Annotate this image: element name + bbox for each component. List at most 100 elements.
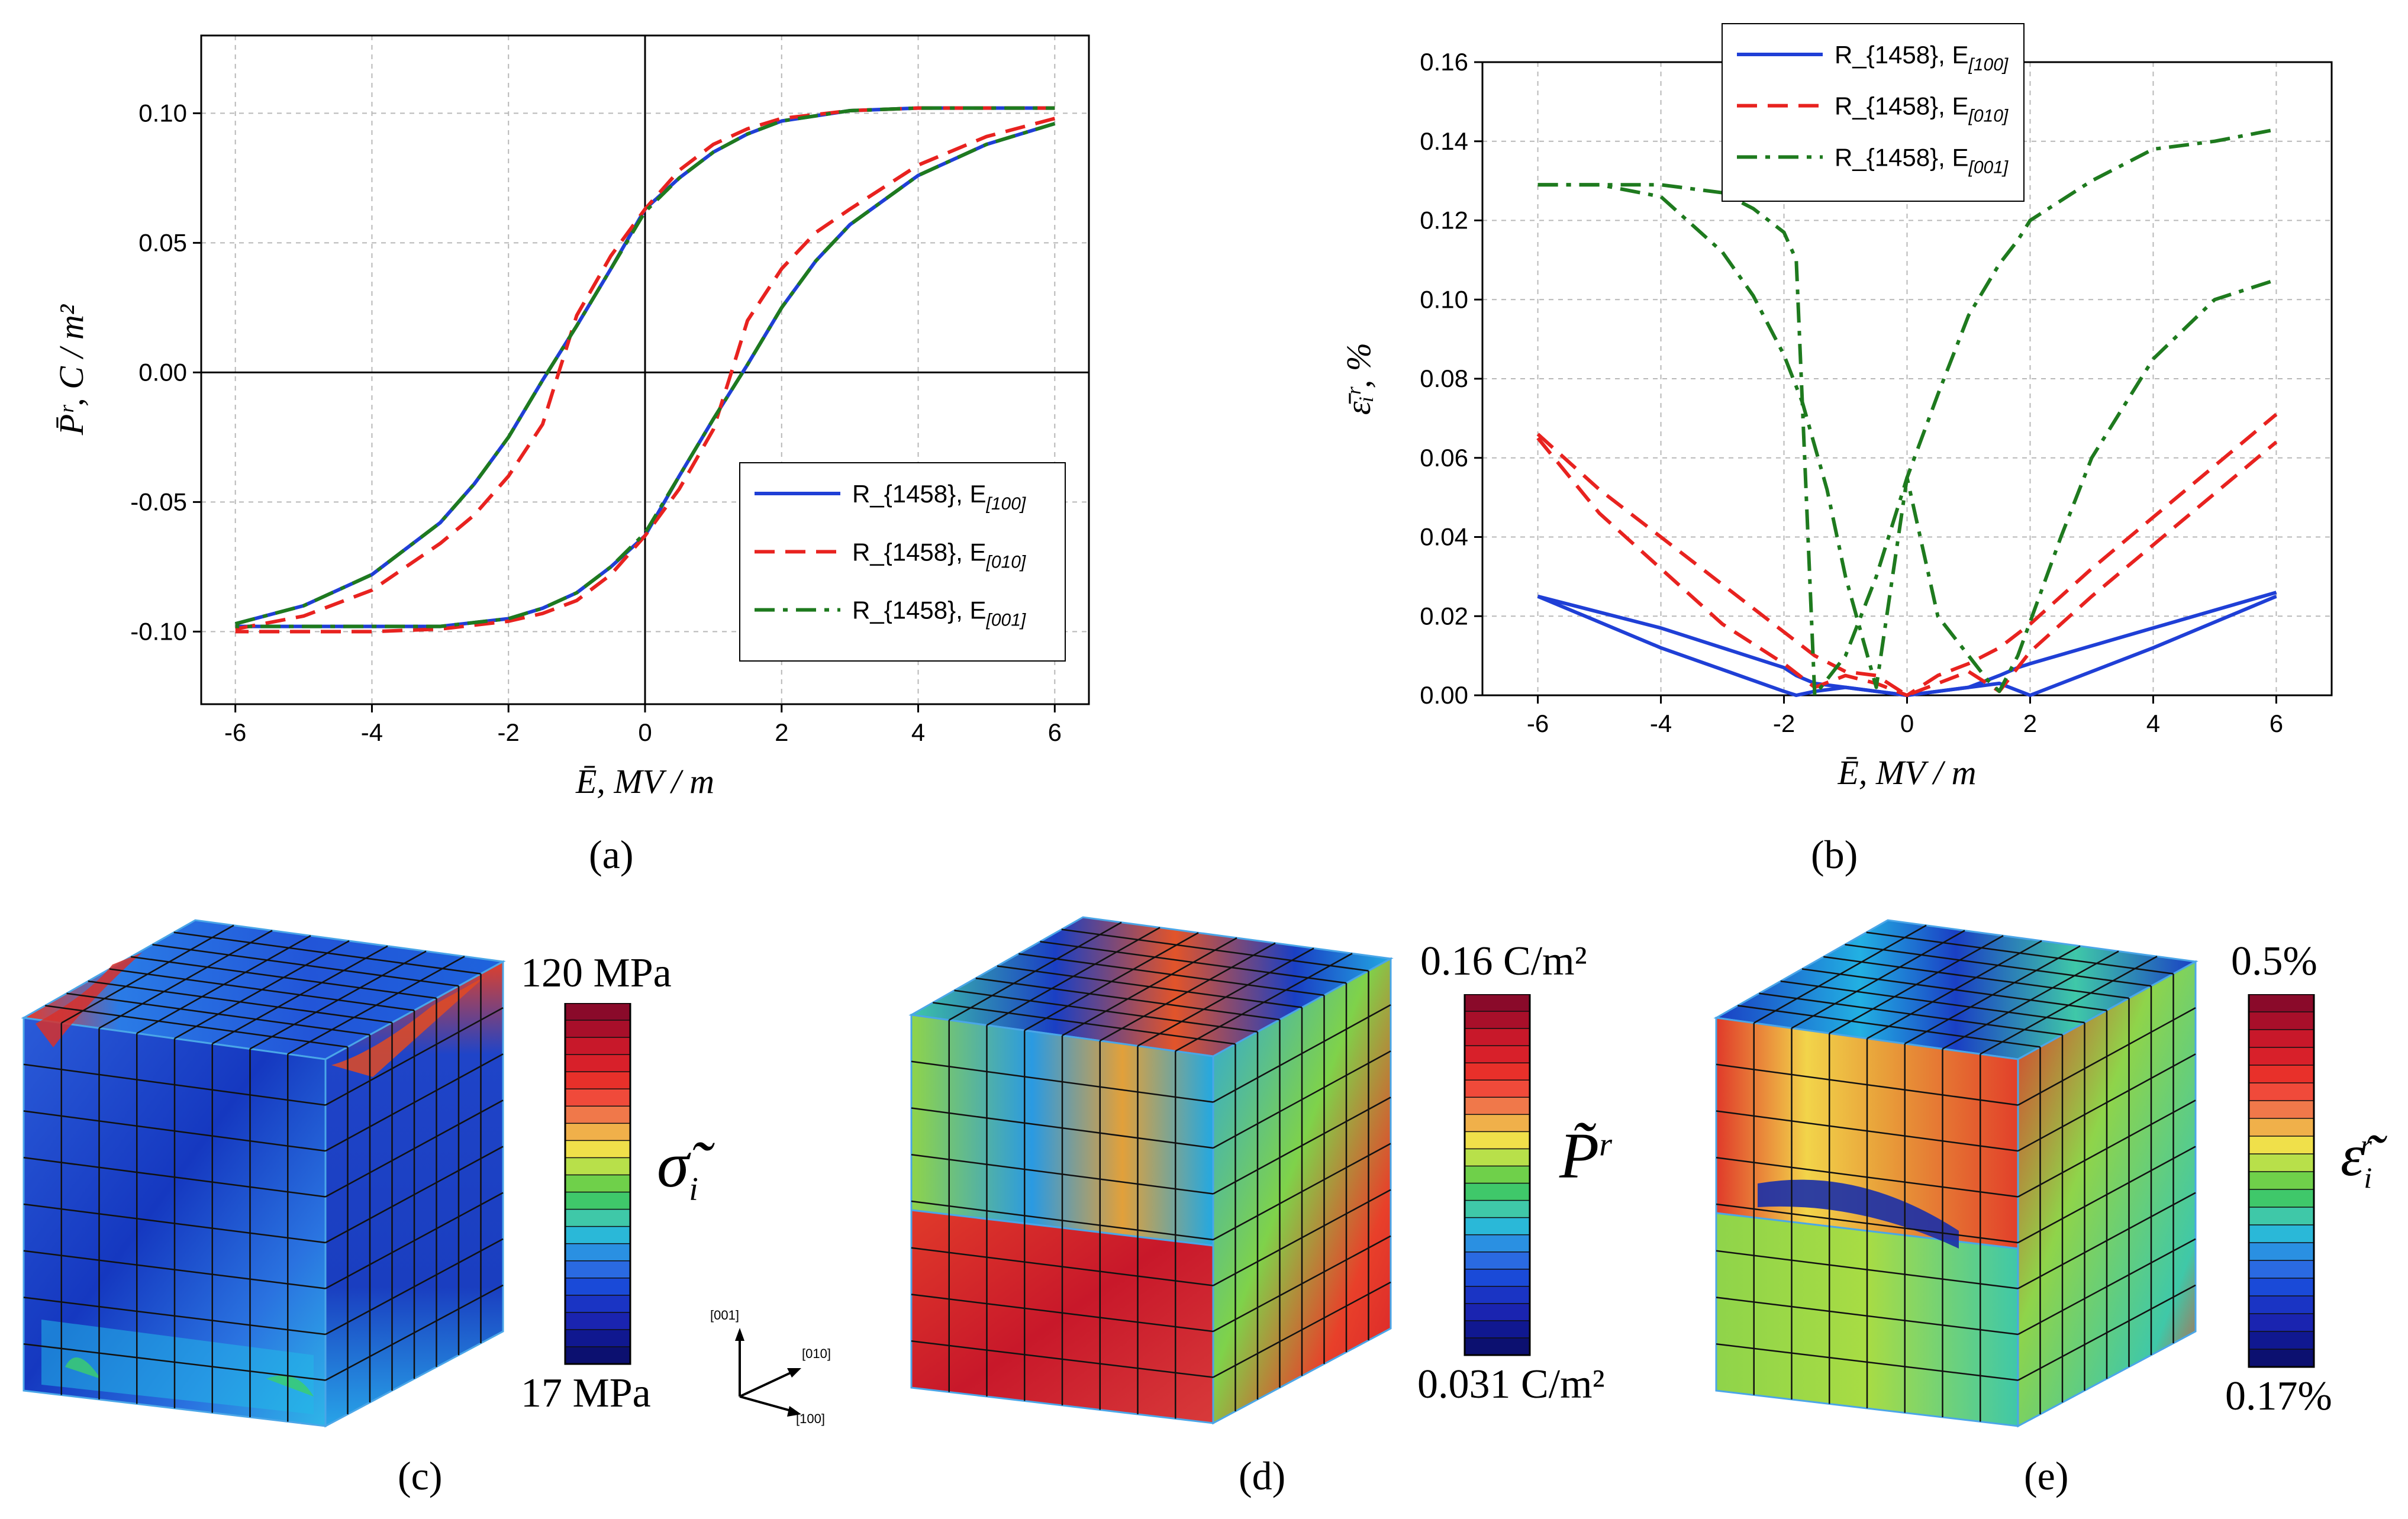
chart-a: -6 -4 -2 0 2 4 6 -0.10 -0.05 0.00 0.05 0.10 Ē, MV / … <box>52 34 1090 801</box>
colorbar-band <box>2248 1029 2314 1049</box>
triad-x-arrow <box>739 1395 794 1412</box>
colorbar-band <box>565 1191 631 1210</box>
y-tick-label: 0.10 <box>138 99 187 127</box>
colorbar-band <box>1464 1148 1530 1167</box>
axis-triad <box>735 1328 801 1417</box>
colorbar-band <box>1464 1217 1530 1236</box>
series-line-001 <box>235 122 1056 628</box>
x-tick-label: -6 <box>1527 709 1549 737</box>
colorbar-frame <box>564 1003 631 1365</box>
series-line-001 <box>234 106 1055 626</box>
caption-e: (e) <box>2024 1453 2069 1498</box>
colorbar-d <box>1464 994 1531 1356</box>
y-tick-label: 0.06 <box>1420 444 1468 472</box>
colorbar-frame <box>1464 994 1531 1356</box>
colorbar-band <box>2248 1189 2314 1208</box>
cube-e-grid <box>1716 924 2196 1422</box>
colorbar-c-min: 17 MPa <box>521 1370 651 1416</box>
colorbar-e-symbol: ε̃ir <box>2341 1123 2372 1194</box>
colorbar-band <box>565 1329 631 1348</box>
colorbar-band <box>1464 1165 1530 1184</box>
colorbar-band <box>2248 1278 2314 1297</box>
colorbar-band <box>565 1054 631 1073</box>
caption-d: (d) <box>1239 1453 1286 1498</box>
colorbar-band <box>1464 1028 1530 1047</box>
cube-d-faces <box>908 916 1394 1425</box>
colorbar-band <box>1464 1182 1530 1201</box>
series-line-010 <box>235 117 1056 634</box>
colorbar-band <box>2248 1136 2314 1155</box>
colorbar-band <box>565 1312 631 1331</box>
colorbar-band <box>1464 1011 1530 1030</box>
x-tick-label: 0 <box>1900 709 1914 737</box>
colorbar-band <box>565 1278 631 1297</box>
colorbar-band <box>2248 1011 2314 1031</box>
cube-d-grid <box>911 921 1391 1419</box>
colorbar-band <box>2248 1047 2314 1066</box>
x-axis-label: Ē, MV / m <box>575 762 714 801</box>
x-tick-label: 6 <box>1048 718 1062 746</box>
y-axis-label: ε̄ᵢʳ, % <box>1339 343 1378 415</box>
y-tick-label: 0.04 <box>1420 523 1468 551</box>
colorbar-band <box>2248 994 2314 1013</box>
colorbar-band <box>1464 1286 1530 1305</box>
colorbar-c <box>564 1003 631 1365</box>
y-tick-label: 0.14 <box>1420 127 1468 155</box>
colorbar-band <box>1464 1096 1530 1115</box>
y-tick-label: 0.08 <box>1420 365 1468 392</box>
x-tick-label: 4 <box>911 718 925 746</box>
y-tick-label: 0.05 <box>138 228 187 256</box>
y-axis-label: P̄ʳ, C / m² <box>52 304 91 436</box>
colorbar-band <box>565 1020 631 1039</box>
x-tick-label: 4 <box>2146 709 2160 737</box>
colorbar-frame <box>2248 994 2315 1368</box>
colorbar-band <box>565 1123 631 1141</box>
colorbar-e-min: 0.17% <box>2225 1373 2332 1419</box>
colorbar-band <box>2248 1082 2314 1102</box>
triad-y-label: [010] <box>802 1346 831 1361</box>
series-line-010 <box>1536 433 2278 697</box>
colorbar-band <box>2248 1153 2314 1173</box>
colorbar-band <box>1464 1079 1530 1098</box>
triad-x-label: [100] <box>796 1411 825 1426</box>
colorbar-d-max: 0.16 C/m² <box>1420 939 1587 984</box>
y-tick-label: 0.00 <box>138 358 187 386</box>
colorbar-band <box>1464 1114 1530 1133</box>
x-axis-label: Ē, MV / m <box>1837 753 1976 792</box>
colorbar-band <box>2248 1331 2314 1350</box>
colorbar-band <box>1464 994 1530 1012</box>
colorbar-band <box>1464 1269 1530 1288</box>
y-tick-label: 0.16 <box>1420 48 1468 76</box>
colorbar-band <box>2248 1171 2314 1191</box>
x-tick-label: -6 <box>224 718 246 746</box>
colorbar-band <box>1464 1131 1530 1150</box>
cube-e <box>1713 919 2199 1428</box>
y-tick-label: 0.02 <box>1420 602 1468 630</box>
colorbar-band <box>2248 1349 2314 1368</box>
colorbar-band <box>1464 1251 1530 1270</box>
colorbar-band <box>2248 1100 2314 1120</box>
x-tick-label: -4 <box>1650 709 1672 737</box>
x-tick-label: 2 <box>775 718 788 746</box>
colorbar-e <box>2248 994 2315 1368</box>
cube-c-grid <box>23 924 504 1422</box>
colorbar-band <box>2248 1260 2314 1279</box>
colorbar-c-max: 120 MPa <box>521 950 672 996</box>
caption-a: (a) <box>589 832 634 877</box>
x-tick-label: 2 <box>2023 709 2037 737</box>
x-tick-label: -2 <box>498 718 520 746</box>
colorbar-band <box>565 1157 631 1176</box>
cube-c <box>21 919 506 1428</box>
colorbar-band <box>565 1003 631 1021</box>
colorbar-band <box>565 1295 631 1314</box>
colorbar-band <box>1464 1337 1530 1356</box>
colorbar-c-symbol: σ̃i <box>657 1128 698 1208</box>
colorbar-band <box>565 1140 631 1159</box>
colorbar-band <box>2248 1224 2314 1244</box>
colorbar-band <box>1464 1199 1530 1218</box>
colorbar-band <box>1464 1320 1530 1339</box>
colorbar-d-min: 0.031 C/m² <box>1417 1362 1605 1407</box>
x-tick-label: 6 <box>2270 709 2283 737</box>
colorbar-band <box>2248 1118 2314 1137</box>
colorbar-band <box>565 1037 631 1056</box>
